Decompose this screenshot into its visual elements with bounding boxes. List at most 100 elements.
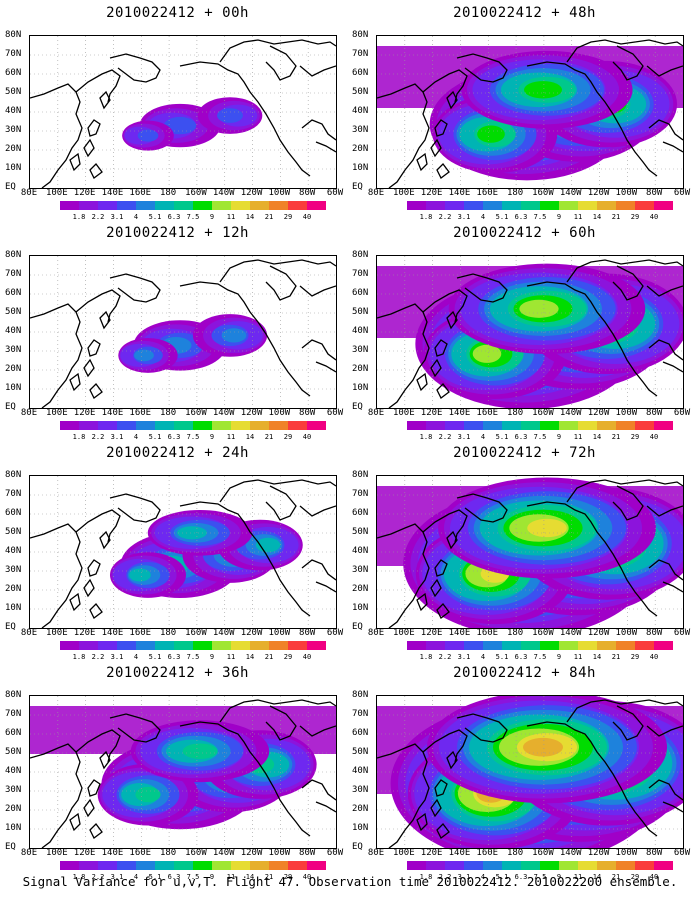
latitude-label: 10N xyxy=(352,163,369,173)
colorbar-label: 21 xyxy=(264,873,274,881)
longitude-label: 140E xyxy=(101,848,124,858)
colorbar-label: 21 xyxy=(611,873,621,881)
variance-map xyxy=(29,475,337,629)
latitude-label: 10N xyxy=(5,383,22,393)
longitude-label: 160W xyxy=(532,188,554,198)
colorbar-label: 9 xyxy=(556,653,562,661)
colorbar-swatch xyxy=(578,641,597,650)
colorbar-swatch xyxy=(654,421,673,430)
colorbar-label: 5.1 xyxy=(495,873,509,881)
longitude-label: 60W xyxy=(673,848,691,858)
variance-contour xyxy=(221,328,247,343)
colorbar-swatch xyxy=(193,201,212,210)
latitude-label: 10N xyxy=(352,823,369,833)
colorbar-swatch xyxy=(174,861,193,870)
coastline xyxy=(646,725,683,737)
longitude-label: 140E xyxy=(101,408,124,418)
colorbar-swatch xyxy=(288,641,307,650)
longitude-label: 100E xyxy=(45,408,68,418)
colorbar-label: 3.1 xyxy=(110,213,124,221)
colorbar-label: 6.3 xyxy=(514,213,528,221)
latitude-label: 80N xyxy=(352,690,369,700)
colorbar-swatch xyxy=(521,641,540,650)
forecast-panel: 2010022412 + 12h 80N 70N 60N 50N 40N 30N 20N 10N… xyxy=(5,225,350,441)
longitude-label: 180 xyxy=(159,848,177,858)
coastline xyxy=(299,505,336,517)
longitude-label: 140W xyxy=(559,188,582,198)
colorbar-swatch xyxy=(540,201,559,210)
longitude-label: 180 xyxy=(506,628,524,638)
colorbar-label: 3.1 xyxy=(457,873,471,881)
latitude-label: 40N xyxy=(352,546,369,556)
colorbar-swatch xyxy=(155,641,174,650)
colorbar-swatch xyxy=(269,641,288,650)
latitude-label: EQ xyxy=(5,402,16,412)
colorbar-swatch xyxy=(654,861,673,870)
colorbar-label: 9 xyxy=(209,873,215,881)
coastline xyxy=(301,559,336,581)
colorbar-label: 29 xyxy=(283,873,293,881)
colorbar-label: 3.1 xyxy=(110,873,124,881)
coastline xyxy=(69,152,81,172)
colorbar-swatch xyxy=(117,641,136,650)
variance-contour xyxy=(182,743,218,759)
coastline xyxy=(265,705,297,741)
longitude-label: 80E xyxy=(20,848,38,858)
coastline xyxy=(456,493,508,523)
colorbar-swatch xyxy=(155,421,174,430)
longitude-label: 160E xyxy=(129,848,152,858)
latitude-label: 30N xyxy=(352,565,369,575)
colorbar-label: 4 xyxy=(133,653,139,661)
coastline xyxy=(648,559,683,581)
variance-map xyxy=(29,35,337,189)
longitude-label: 80W xyxy=(299,188,316,198)
latitude-label: 50N xyxy=(5,307,22,317)
longitude-label: 160E xyxy=(476,628,499,638)
latitude-label: 80N xyxy=(5,30,22,40)
coastline xyxy=(265,265,297,301)
colorbar-swatch xyxy=(250,861,269,870)
figure-caption: Signal Variance for u,v,T. Flight 47. Ob… xyxy=(22,874,678,889)
coastline xyxy=(179,281,311,397)
coastline xyxy=(566,479,683,503)
variance-contour xyxy=(129,568,151,582)
colorbar-swatch xyxy=(616,201,635,210)
colorbar-label: 3.1 xyxy=(457,653,471,661)
latitude-label: 50N xyxy=(352,527,369,537)
latitude-label: 50N xyxy=(5,527,22,537)
colorbar-label: 40 xyxy=(649,653,659,661)
latitude-label: 20N xyxy=(352,144,369,154)
colorbar-label: 11 xyxy=(573,433,583,441)
longitude-label: 160W xyxy=(532,628,554,638)
longitude-label: 100E xyxy=(392,848,415,858)
coastline xyxy=(301,779,336,801)
latitude-label: 10N xyxy=(5,163,22,173)
longitude-label: 80W xyxy=(646,628,663,638)
colorbar-label: 29 xyxy=(630,213,640,221)
colorbar xyxy=(60,201,326,210)
coastline xyxy=(526,721,658,837)
latitude-label: 80N xyxy=(5,690,22,700)
latitude-label: 70N xyxy=(5,709,22,719)
latitude-label: 70N xyxy=(352,489,369,499)
colorbar-swatch xyxy=(193,861,212,870)
colorbar-swatch xyxy=(616,421,635,430)
coastline xyxy=(315,581,336,593)
colorbar-label: 7.5 xyxy=(533,653,547,661)
colorbar-swatch xyxy=(464,641,483,650)
colorbar-label: 9 xyxy=(556,213,562,221)
coastline xyxy=(75,729,121,763)
longitude-label: 120W xyxy=(587,848,610,858)
coastline xyxy=(99,530,111,550)
colorbar-swatch xyxy=(79,641,98,650)
longitude-label: 140E xyxy=(448,188,471,198)
coastline xyxy=(299,725,336,737)
longitude-label: 100E xyxy=(45,848,68,858)
longitude-label: 120W xyxy=(240,848,263,858)
forecast-panel: 2010022412 + 48h 80N 70N 60N 50N 40N 30N 20N 10N… xyxy=(352,5,697,221)
coastline xyxy=(416,152,428,172)
coastline xyxy=(430,358,442,378)
colorbar-label: 9 xyxy=(556,873,562,881)
longitude-label: 120W xyxy=(240,188,263,198)
coastline xyxy=(265,45,297,81)
